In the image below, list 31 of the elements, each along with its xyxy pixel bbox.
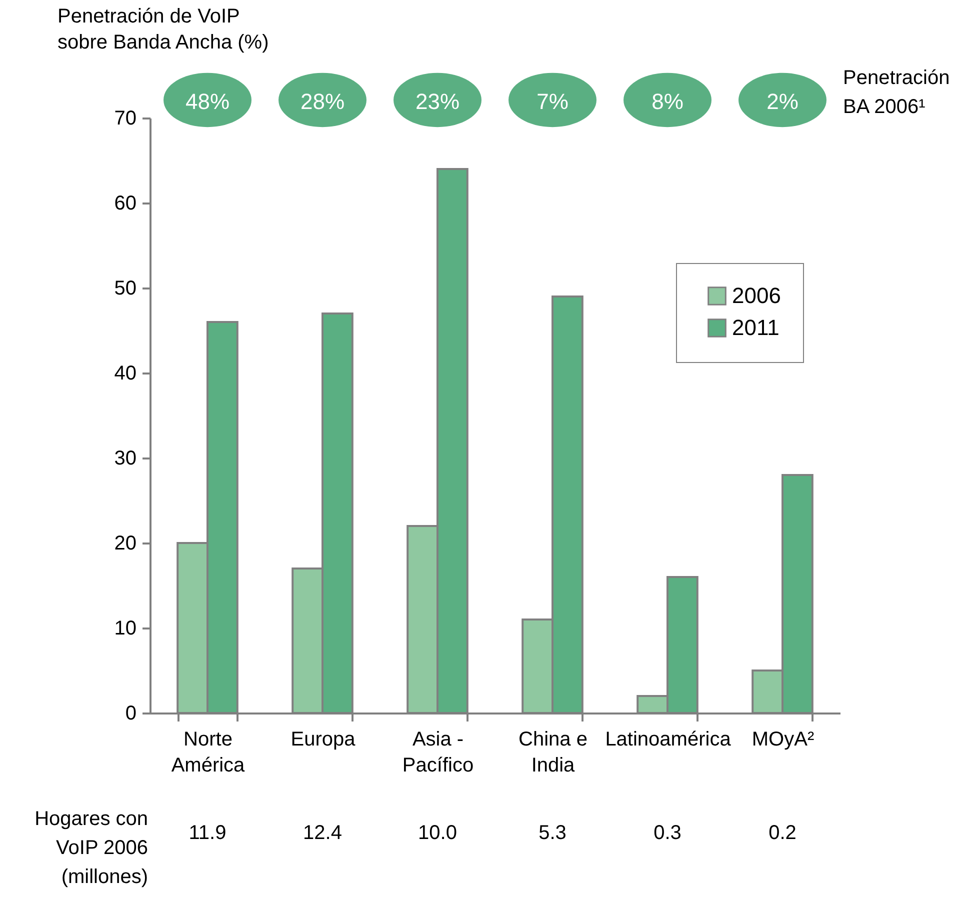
text: 2%: [766, 89, 798, 114]
text: Penetración BA 2006¹: [843, 67, 950, 118]
x-tick-label: China e India: [518, 728, 588, 776]
x-tick-label: MOyA²: [752, 728, 814, 750]
x-tick-label: Asia - Pacífico: [402, 728, 474, 776]
x-tick-label: Europa: [290, 728, 356, 750]
text: 48%: [185, 89, 230, 114]
y-axis-title: Penetración de VoIP sobre Banda Ancha (%): [58, 6, 269, 54]
y-tick-label: 60: [114, 192, 136, 214]
y-tick-label: 40: [114, 362, 136, 384]
y-tick-label: 20: [114, 532, 136, 554]
text: 12.4: [303, 822, 342, 844]
text: 23%: [415, 89, 460, 114]
text: 28%: [300, 89, 345, 114]
y-tick-label: 70: [114, 108, 136, 130]
text: 10.0: [418, 822, 457, 844]
text: 8%: [652, 89, 684, 114]
x-tick-label: Norte América: [171, 728, 246, 776]
text: 7%: [536, 89, 568, 114]
x-tick-label: Latinoamérica: [605, 728, 732, 750]
y-tick-label: 30: [114, 448, 136, 470]
legend-label: 2011: [732, 315, 780, 340]
text: 0.3: [654, 822, 682, 844]
y-tick-label: 0: [125, 702, 136, 724]
text: 11.9: [188, 822, 226, 844]
y-tick-label: 10: [114, 618, 136, 640]
text: 5.3: [538, 822, 566, 844]
y-tick-label: 50: [114, 278, 136, 300]
text: 0.2: [768, 822, 796, 844]
text: Hogares con VoIP 2006 (millones): [34, 808, 148, 888]
legend-label: 2006: [732, 283, 781, 308]
